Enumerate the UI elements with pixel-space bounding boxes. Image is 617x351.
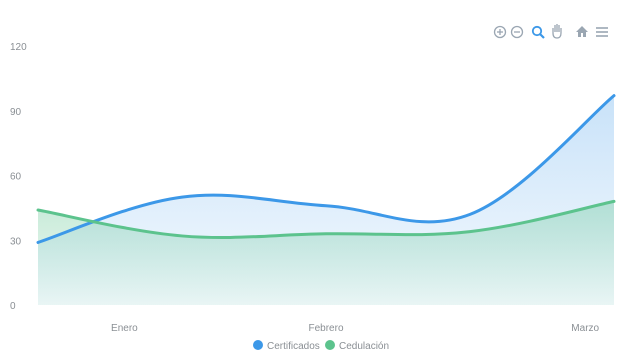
series-area-cedulación bbox=[38, 201, 614, 305]
y-tick-label: 120 bbox=[10, 42, 27, 53]
y-tick-label: 0 bbox=[10, 301, 16, 312]
series-areas bbox=[38, 95, 614, 306]
y-axis: 0 30 60 90 120 bbox=[10, 42, 27, 312]
pan-hand-icon[interactable] bbox=[552, 24, 562, 39]
x-tick-label: Enero bbox=[111, 323, 138, 334]
x-tick-label: Marzo bbox=[571, 323, 599, 334]
zoom-selection-icon[interactable] bbox=[531, 25, 545, 39]
legend-label[interactable]: Certificados bbox=[267, 341, 320, 351]
y-tick-label: 90 bbox=[10, 107, 22, 118]
x-axis: Enero Febrero Marzo bbox=[111, 323, 599, 334]
y-tick-label: 30 bbox=[10, 236, 22, 247]
y-tick-label: 60 bbox=[10, 172, 22, 183]
legend-marker[interactable] bbox=[325, 340, 335, 350]
zoom-in-icon[interactable] bbox=[493, 25, 507, 39]
x-tick-label: Febrero bbox=[308, 323, 343, 334]
reset-home-icon[interactable] bbox=[576, 26, 588, 37]
legend-label[interactable]: Cedulación bbox=[339, 341, 389, 351]
chart-toolbar bbox=[493, 24, 608, 39]
legend-marker[interactable] bbox=[253, 340, 263, 350]
zoom-out-icon[interactable] bbox=[510, 25, 524, 39]
series-line-certificados[interactable] bbox=[36, 94, 616, 244]
legend: Certificados Cedulación bbox=[253, 340, 389, 351]
series-lines bbox=[36, 94, 616, 244]
menu-icon[interactable] bbox=[596, 27, 608, 37]
series-line-cedulación[interactable] bbox=[36, 199, 616, 239]
